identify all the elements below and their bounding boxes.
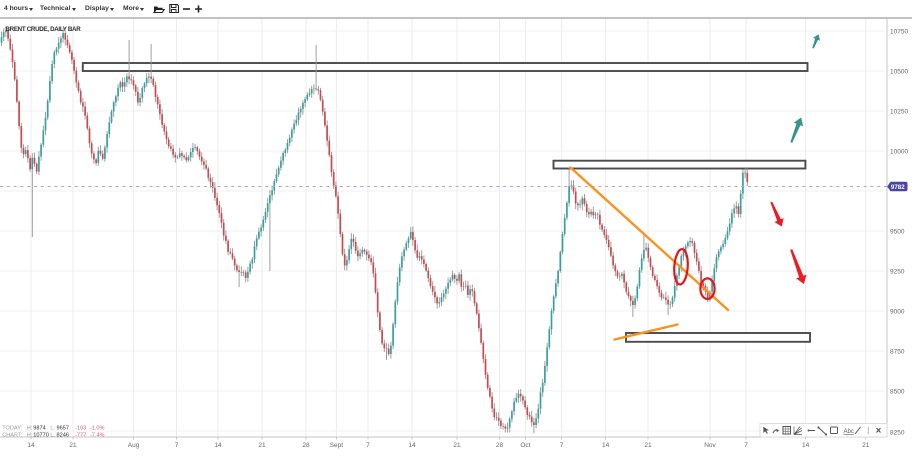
svg-text:-1.0%: -1.0% <box>90 426 105 432</box>
svg-text:28: 28 <box>496 442 504 449</box>
svg-text:7: 7 <box>744 442 748 449</box>
svg-text:8250: 8250 <box>890 430 905 437</box>
svg-text:28: 28 <box>302 442 310 449</box>
svg-text:7: 7 <box>560 442 564 449</box>
svg-text:9874: 9874 <box>33 426 45 432</box>
svg-text:10770: 10770 <box>33 433 49 439</box>
svg-text:9657: 9657 <box>57 426 69 432</box>
svg-text:14: 14 <box>408 442 416 449</box>
svg-text:9500: 9500 <box>890 228 905 235</box>
svg-text:H:: H: <box>27 433 33 439</box>
svg-text:10000: 10000 <box>890 148 908 155</box>
svg-text:10500: 10500 <box>890 68 908 75</box>
svg-text:8750: 8750 <box>890 348 905 355</box>
svg-text:BRENT CRUDE, DAILY BAR: BRENT CRUDE, DAILY BAR <box>6 26 82 33</box>
svg-text:8500: 8500 <box>890 388 905 395</box>
svg-text:-7.4%: -7.4% <box>90 433 105 439</box>
svg-text:9782: 9782 <box>891 184 905 191</box>
svg-text:21: 21 <box>258 442 266 449</box>
svg-text:7: 7 <box>366 442 370 449</box>
svg-text:10250: 10250 <box>890 108 908 115</box>
svg-text:9250: 9250 <box>890 268 905 275</box>
svg-text:-777: -777 <box>75 433 86 439</box>
svg-text:Oct: Oct <box>520 442 530 449</box>
svg-text:14: 14 <box>214 442 222 449</box>
svg-text:TODAY:: TODAY: <box>2 426 22 432</box>
svg-text:Aug: Aug <box>128 442 140 449</box>
svg-text:Abc: Abc <box>844 429 854 435</box>
svg-text:9000: 9000 <box>890 308 905 315</box>
svg-text:-103: -103 <box>75 426 86 432</box>
svg-text:14: 14 <box>802 442 810 449</box>
svg-text:21: 21 <box>453 442 461 449</box>
svg-text:CHART:: CHART: <box>2 433 23 439</box>
svg-text:21: 21 <box>69 442 77 449</box>
svg-text:Sept: Sept <box>330 442 344 449</box>
svg-text:10750: 10750 <box>890 28 908 35</box>
svg-text:L:: L: <box>50 426 55 432</box>
svg-text:14: 14 <box>27 442 35 449</box>
svg-text:14: 14 <box>602 442 610 449</box>
svg-text:21: 21 <box>644 442 652 449</box>
svg-text:L:: L: <box>50 433 55 439</box>
svg-text:8246: 8246 <box>57 433 69 439</box>
svg-text:H:: H: <box>27 426 33 432</box>
svg-text:7: 7 <box>175 442 179 449</box>
svg-text:21: 21 <box>862 442 870 449</box>
svg-text:Nov: Nov <box>704 442 716 449</box>
